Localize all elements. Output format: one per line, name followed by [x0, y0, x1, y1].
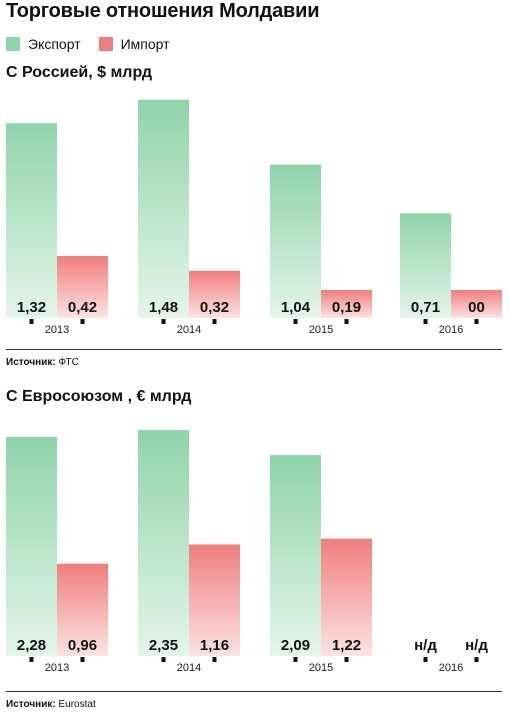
tick-mark [344, 319, 349, 324]
source-label: Источник: [6, 699, 56, 710]
tick-mark [423, 319, 428, 324]
x-tick-label-2015: 2015 [309, 662, 333, 674]
bar-import-2016 [451, 289, 502, 318]
legend-label-export: Экспорт [28, 36, 81, 52]
divider [6, 691, 502, 692]
bar-export-2014 [138, 99, 189, 318]
bar-import-2013 [57, 256, 108, 318]
bar-import-2014 [189, 544, 240, 656]
data-label-export-2013: 2,28 [17, 637, 46, 654]
bar-export-2013 [6, 436, 57, 656]
chart-eu: 2,28 0,96 2013 2,35 1,16 2014 2,09 1,22 2015 н/д н… [6, 430, 488, 674]
data-label-export-2013: 1,32 [17, 299, 46, 316]
data-label-import-2013: 0,96 [68, 637, 97, 654]
tick-mark [212, 657, 217, 662]
tick-mark [293, 319, 298, 324]
x-tick-label-2013: 2013 [45, 324, 69, 336]
data-label-export-2016: н/д [414, 637, 437, 654]
tick-mark [474, 657, 479, 662]
bar-export-2015 [270, 455, 321, 656]
chart-title-eu: С Евросоюзом , € млрд [6, 388, 192, 405]
legend-label-import: Импорт [120, 36, 170, 52]
data-label-export-2014: 1,48 [149, 299, 178, 316]
legend-item-import: Импорт [98, 36, 170, 52]
data-label-export-2014: 2,35 [149, 637, 178, 654]
data-label-export-2016: 0,71 [411, 299, 440, 316]
legend-swatch-export [6, 37, 20, 51]
page-title: Торговые отношения Молдавии [6, 0, 320, 22]
bar-import-2013 [57, 563, 108, 656]
tick-mark [293, 657, 298, 662]
tick-mark [29, 319, 34, 324]
legend: Экспорт Импорт [6, 34, 188, 54]
x-tick-label-2016: 2016 [439, 324, 463, 336]
data-label-import-2014: 1,16 [200, 637, 229, 654]
bar-import-2014 [189, 270, 240, 318]
tick-mark [212, 319, 217, 324]
source-value: Eurostat [58, 699, 96, 710]
tick-mark [80, 319, 85, 324]
chart-russia: 1,32 0,42 2013 1,48 0,32 2014 1,04 0,19 2015 0,71… [6, 99, 502, 336]
source-value: ФТС [58, 357, 79, 368]
data-label-export-2015: 1,04 [281, 299, 311, 316]
tick-mark [80, 657, 85, 662]
x-tick-label-2015: 2015 [309, 324, 333, 336]
source-russia: Источник: ФТС [6, 357, 79, 368]
x-tick-label-2014: 2014 [177, 324, 201, 336]
data-label-import-2016: н/д [465, 637, 488, 654]
data-label-import-2013: 0,42 [68, 299, 97, 316]
data-label-import-2015: 1,22 [332, 637, 361, 654]
tick-mark [423, 657, 428, 662]
source-label: Источник: [6, 357, 56, 368]
tick-mark [161, 319, 166, 324]
bar-import-2015 [321, 538, 372, 656]
x-tick-label-2014: 2014 [177, 662, 201, 674]
bar-import-2015 [321, 289, 372, 318]
source-eu: Источник: Eurostat [6, 699, 96, 710]
data-label-import-2014: 0,32 [200, 299, 229, 316]
legend-item-export: Экспорт [6, 36, 81, 52]
data-label-export-2015: 2,09 [281, 637, 310, 654]
data-label-import-2015: 0,19 [332, 299, 361, 316]
chart-title-russia: С Россией, $ млрд [6, 64, 152, 81]
divider [6, 349, 502, 350]
x-tick-label-2013: 2013 [45, 662, 69, 674]
bar-export-2016 [400, 213, 451, 318]
tick-mark [474, 319, 479, 324]
data-label-import-2016: 00 [468, 299, 485, 316]
tick-mark [344, 657, 349, 662]
bar-export-2014 [138, 430, 189, 656]
x-tick-label-2016: 2016 [439, 662, 463, 674]
tick-mark [29, 657, 34, 662]
legend-swatch-import [98, 37, 113, 51]
bar-export-2015 [270, 164, 321, 318]
tick-mark [161, 657, 166, 662]
bar-export-2013 [6, 123, 57, 318]
